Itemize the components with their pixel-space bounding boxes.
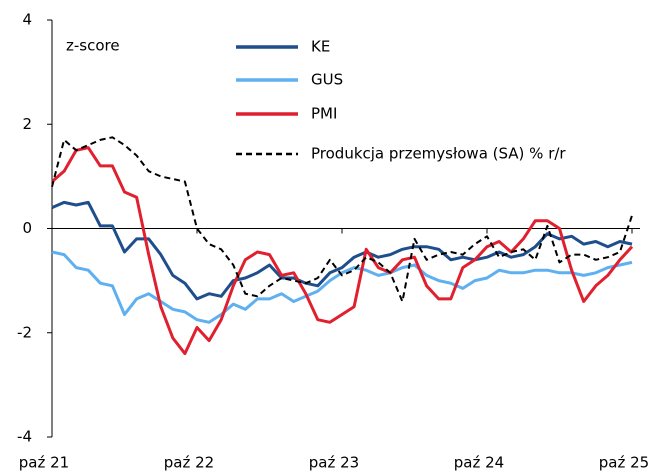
y-tick-label: -4: [17, 428, 32, 446]
legend-label: GUS: [311, 71, 343, 89]
y-tick-label: 2: [22, 115, 32, 133]
x-tick-label: paź 24: [454, 454, 504, 472]
y-tick-label: -2: [17, 323, 32, 341]
x-tick-label: paź 22: [164, 454, 214, 472]
x-tick-label: paź 25: [599, 454, 649, 472]
legend-label: Produkcja przemysłowa (SA) % r/r: [311, 145, 566, 163]
x-tick-label: paź 21: [19, 454, 69, 472]
series-line: [51, 136, 633, 303]
series-line: [51, 146, 634, 356]
y-tick-label: 0: [22, 219, 32, 237]
x-tick-label: paź 23: [309, 454, 359, 472]
series-line: [51, 250, 633, 324]
legend-label: KE: [311, 38, 330, 56]
y-tick-label: 4: [22, 11, 32, 29]
annotation: z-score: [66, 37, 120, 55]
legend-label: PMI: [311, 105, 337, 123]
series-line: [51, 200, 633, 301]
